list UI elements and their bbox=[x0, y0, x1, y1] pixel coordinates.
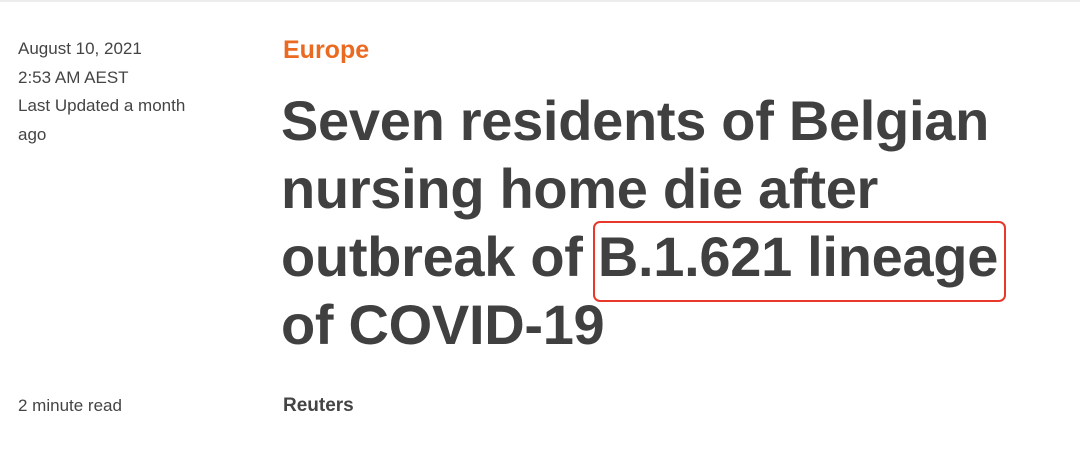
article-headline: Seven residents of Belgian nursing home … bbox=[281, 87, 998, 359]
headline-line: nursing home die after bbox=[281, 157, 879, 220]
headline-line: Seven residents of Belgian bbox=[281, 89, 989, 152]
byline-author[interactable]: Reuters bbox=[283, 395, 354, 416]
headline-line: of COVID-19 bbox=[281, 293, 605, 356]
read-time: 2 minute read bbox=[18, 396, 122, 415]
last-updated: Last Updated a month bbox=[18, 96, 186, 115]
last-updated-cont: ago bbox=[18, 124, 47, 144]
headline-line: outbreak of B.1.621 lineage bbox=[281, 223, 998, 291]
publish-time: 2:53 AM AEST bbox=[18, 67, 129, 87]
highlighted-lineage: B.1.621 lineage bbox=[597, 225, 999, 288]
article-meta: August 10, 2021 2:53 AM AEST Last Update… bbox=[18, 35, 228, 149]
headline-text: outbreak of bbox=[281, 225, 598, 288]
publish-date: August 10, 2021 bbox=[18, 39, 142, 58]
top-divider bbox=[0, 0, 1080, 2]
section-link-europe[interactable]: Europe bbox=[283, 36, 370, 64]
